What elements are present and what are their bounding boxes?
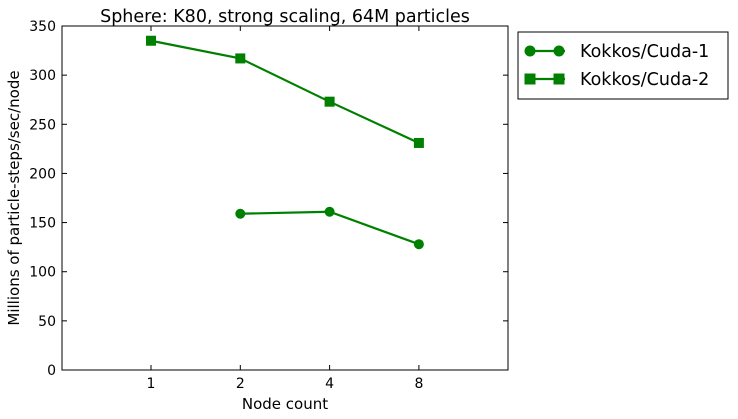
y-tick-label: 250 (29, 117, 56, 133)
series-line (150, 39, 420, 144)
data-point (146, 35, 156, 46)
x-tick-label: 2 (236, 376, 245, 392)
legend-marker (524, 73, 536, 85)
series-1 (235, 206, 424, 250)
y-tick-label: 200 (29, 166, 56, 182)
y-axis: 0 50 100 150 200 250 300 350 (29, 19, 508, 379)
y-tick-label: 100 (29, 265, 56, 281)
plot-frame (61, 25, 509, 371)
x-tick-label: 4 (325, 376, 334, 392)
legend-box (517, 31, 729, 100)
legend-label: Kokkos/Cuda-1 (580, 42, 709, 62)
y-tick-label: 0 (47, 363, 56, 379)
data-point (324, 96, 335, 107)
legend-marker (524, 45, 536, 57)
data-point (324, 206, 335, 217)
data-point (413, 239, 424, 250)
legend-marker (553, 73, 565, 85)
legend-item: Kokkos/Cuda-1 (524, 42, 709, 62)
legend-marker (553, 45, 565, 57)
x-tick-label: 1 (147, 376, 156, 392)
y-tick-label: 50 (38, 314, 56, 330)
x-axis: 1 2 4 8 (147, 26, 423, 392)
data-point (413, 137, 424, 148)
y-axis-title: Millions of particle-steps/sec/node (5, 70, 23, 325)
series-2 (146, 35, 424, 148)
y-tick-label: 150 (29, 216, 56, 232)
legend-item: Kokkos/Cuda-2 (524, 70, 709, 90)
y-tick-label: 300 (29, 68, 56, 84)
legend: Kokkos/Cuda-1 Kokkos/Cuda-2 (517, 31, 729, 100)
chart-title: Sphere: K80, strong scaling, 64M particl… (100, 7, 470, 27)
y-tick-label: 350 (29, 19, 56, 35)
data-point (235, 208, 246, 219)
series-layer (146, 35, 424, 250)
x-axis-title: Node count (242, 395, 328, 413)
legend-label: Kokkos/Cuda-2 (580, 70, 709, 90)
data-point (235, 53, 246, 64)
x-tick-label: 8 (414, 376, 423, 392)
